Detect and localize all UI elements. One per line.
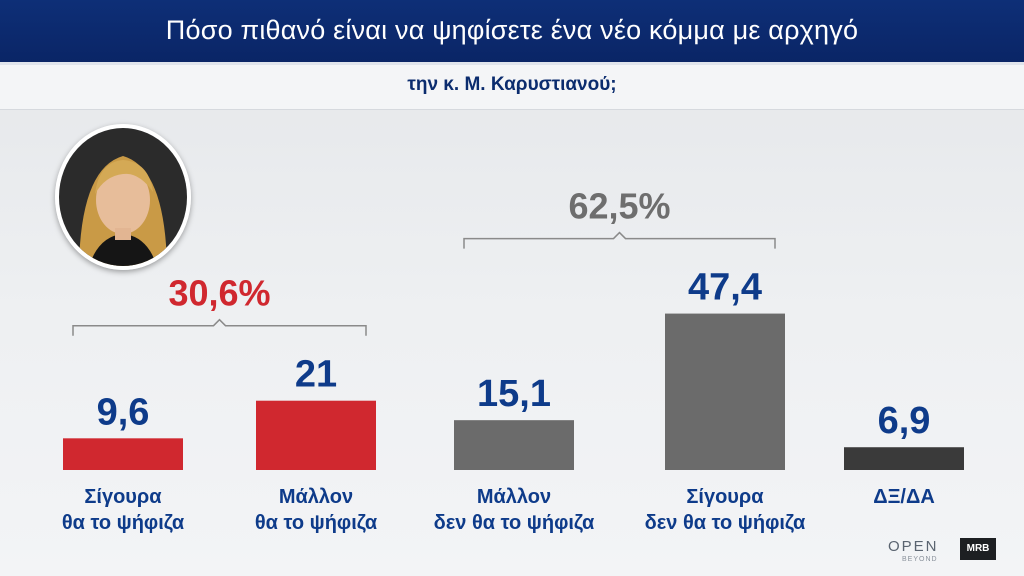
value-label-5: 6,9 [878, 400, 931, 442]
value-label-3: 15,1 [477, 373, 551, 415]
value-label-4: 47,4 [688, 267, 762, 309]
group-bracket-2 [463, 231, 776, 249]
mrb-logo: MRB [960, 538, 996, 560]
category-label-2: Μάλλον θα το ψήφιζα [254, 486, 378, 534]
bar-5 [844, 447, 964, 470]
chart-title: Πόσο πιθανό είναι να ψηφίσετε ένα νέο κό… [165, 15, 859, 45]
open-logo-tagline: BEYOND [902, 556, 938, 563]
avatar [55, 124, 191, 270]
bar-4 [665, 313, 785, 470]
category-label-1: Σίγουρα θα το ψήφιζα [61, 486, 185, 534]
category-label-4: Σίγουρα δεν θα το ψήφιζα [644, 486, 806, 534]
bar-2 [256, 400, 376, 470]
open-logo: OPEN [888, 538, 939, 555]
value-label-2: 21 [295, 354, 337, 396]
group-total-label-1: 30,6% [168, 273, 270, 314]
group-total-label-2: 62,5% [568, 186, 670, 227]
bar-1 [63, 438, 183, 470]
title-bar: Πόσο πιθανό είναι να ψηφίσετε ένα νέο κό… [0, 0, 1024, 65]
group-bracket-1 [72, 318, 367, 336]
bar-3 [454, 420, 574, 470]
chart-subtitle: την κ. Μ. Καρυστιανού; [407, 74, 617, 95]
category-label-3: Μάλλον δεν θα το ψήφιζα [433, 486, 595, 534]
value-label-1: 9,6 [97, 391, 150, 433]
subtitle-bar: την κ. Μ. Καρυστιανού; [0, 65, 1024, 110]
category-label-5: ΔΞ/ΔΑ [873, 486, 935, 508]
